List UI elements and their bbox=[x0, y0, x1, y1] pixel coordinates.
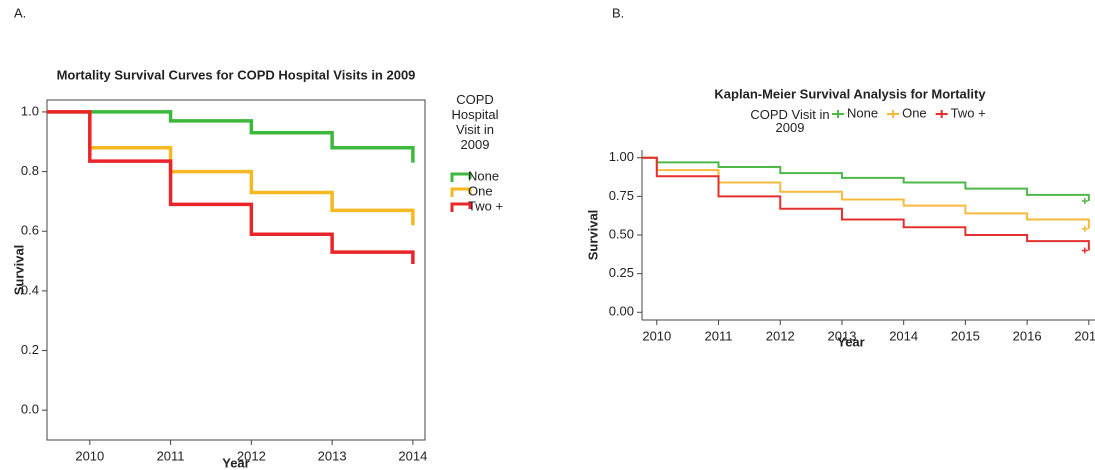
legend-label: One bbox=[902, 105, 927, 120]
y-tick-label: 0.25 bbox=[609, 265, 634, 280]
y-tick-label: 1.0 bbox=[21, 103, 39, 118]
legend-swatch bbox=[832, 110, 844, 118]
y-tick-label: 0.6 bbox=[21, 223, 39, 238]
x-axis-label: Year bbox=[837, 334, 864, 349]
legend-title: COPD Hospital Visit in 2009 bbox=[451, 92, 499, 152]
legend-title-box: COPD Hospital Visit in 2009 bbox=[451, 92, 499, 152]
x-tick-label: 2010 bbox=[75, 448, 104, 463]
legend-title: COPD Visit in 2009 bbox=[750, 108, 830, 135]
x-tick-label: 2014 bbox=[889, 328, 918, 343]
censor-mark bbox=[1081, 225, 1088, 232]
y-axis-label: Survival bbox=[11, 245, 26, 296]
legend-label: Two + bbox=[951, 105, 986, 120]
y-tick-label: 0.50 bbox=[609, 226, 634, 241]
y-tick-label: 0.75 bbox=[609, 188, 634, 203]
legend-swatch bbox=[887, 110, 900, 118]
x-axis-label: Year bbox=[222, 455, 249, 470]
x-tick-label: 2017 bbox=[1074, 328, 1095, 343]
survival-curve bbox=[642, 156, 1090, 251]
x-tick-label: 2011 bbox=[157, 448, 185, 463]
y-tick-label: 0.0 bbox=[21, 402, 39, 417]
survival-curve bbox=[47, 110, 415, 226]
survival-curve bbox=[642, 156, 1090, 201]
x-tick-label: 2011 bbox=[705, 328, 733, 343]
legend-swatch bbox=[450, 187, 472, 197]
x-tick-label: 2013 bbox=[828, 328, 857, 343]
panel-label: A. bbox=[14, 5, 26, 20]
survival-curve bbox=[642, 156, 1090, 229]
y-axis-label: Survival bbox=[585, 210, 600, 261]
chart: Kaplan-Meier Survival Analysis for Morta… bbox=[585, 86, 1095, 349]
panel-label: B. bbox=[612, 5, 624, 20]
legend-swatch bbox=[450, 202, 472, 212]
survival-curve bbox=[47, 110, 415, 265]
x-tick-label: 2016 bbox=[1013, 328, 1042, 343]
x-tick-label: 2013 bbox=[318, 448, 347, 463]
survival-curve bbox=[47, 110, 415, 163]
y-tick-label: 0.4 bbox=[21, 282, 39, 297]
x-tick-label: 2014 bbox=[398, 448, 427, 463]
y-tick-label: 0.00 bbox=[609, 304, 634, 319]
x-tick-label: 2012 bbox=[766, 328, 795, 343]
legend-swatch bbox=[450, 172, 472, 182]
censor-mark bbox=[1081, 247, 1088, 254]
legend-swatch bbox=[935, 110, 948, 118]
x-tick-label: 2012 bbox=[237, 448, 266, 463]
legend-label: None bbox=[847, 105, 878, 120]
legend-label: One bbox=[468, 183, 493, 198]
legend-label: Two + bbox=[468, 198, 503, 213]
x-tick-label: 2015 bbox=[951, 328, 980, 343]
x-tick-label: 2010 bbox=[642, 328, 671, 343]
chart: Mortality Survival Curves for COPD Hospi… bbox=[11, 67, 503, 470]
legend-title-box: COPD Visit in 2009 bbox=[750, 108, 830, 135]
plot-frame bbox=[46, 99, 426, 441]
censor-mark bbox=[1081, 198, 1088, 204]
chart-title: Kaplan-Meier Survival Analysis for Morta… bbox=[714, 86, 986, 101]
y-tick-label: 0.2 bbox=[21, 342, 39, 357]
y-tick-label: 0.8 bbox=[21, 163, 39, 178]
y-tick-label: 1.00 bbox=[609, 149, 634, 164]
chart-title: Mortality Survival Curves for COPD Hospi… bbox=[57, 67, 416, 82]
legend-label: None bbox=[468, 168, 499, 183]
